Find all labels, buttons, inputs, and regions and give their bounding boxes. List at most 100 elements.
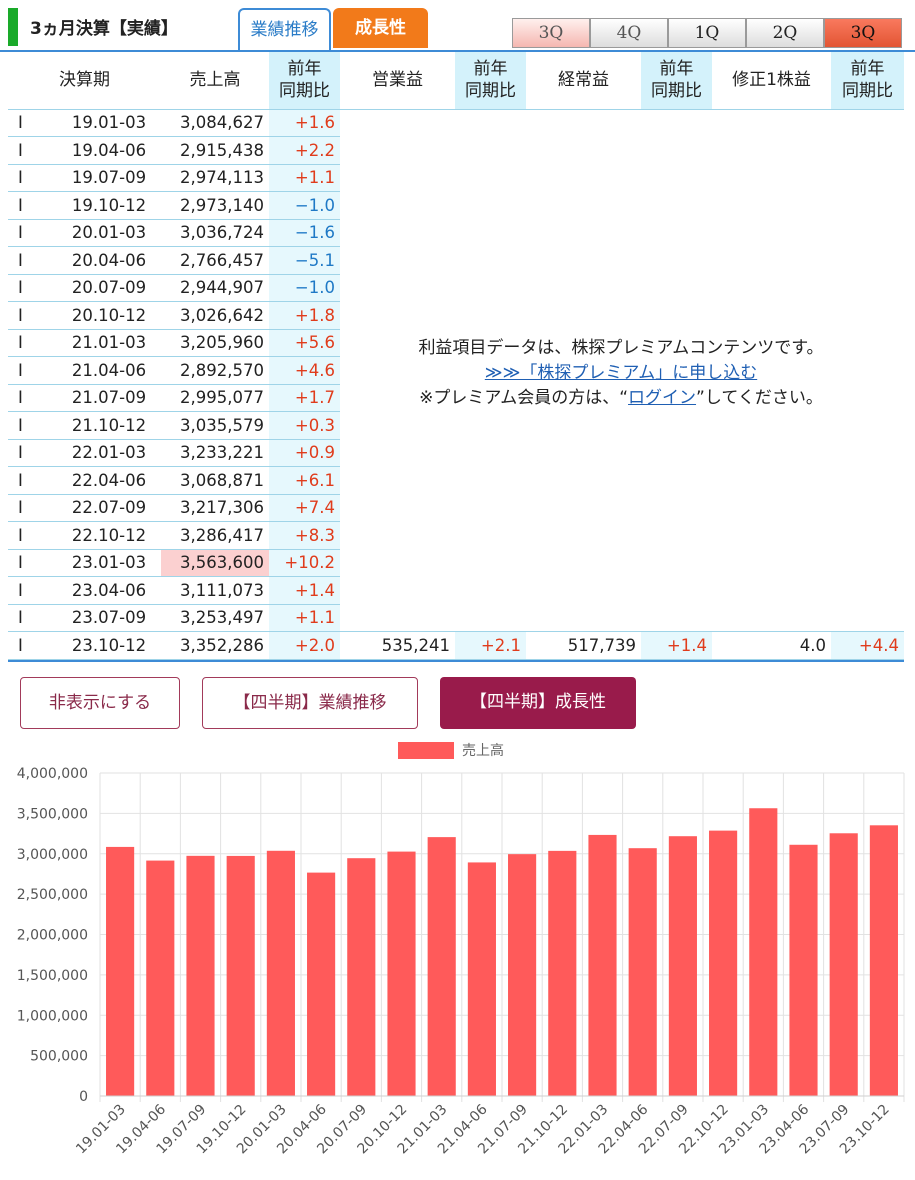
table-row: I 23.07-09 3,253,497 +1.1 bbox=[8, 604, 904, 632]
header-divider bbox=[0, 50, 915, 52]
row-sales: 3,352,286 bbox=[161, 631, 269, 660]
row-sales: 3,563,600 bbox=[161, 549, 269, 577]
table-row: I 22.10-12 3,286,417 +8.3 bbox=[8, 521, 904, 550]
row-flag: I bbox=[8, 549, 57, 577]
y-tick-label: 500,000 bbox=[30, 1049, 88, 1065]
row-sales-yoy: +1.8 bbox=[269, 301, 340, 330]
quarter-tab-2q[interactable]: 2Q bbox=[746, 18, 824, 48]
bar bbox=[146, 860, 175, 1096]
table-row: I 19.04-06 2,915,438 +2.2 bbox=[8, 136, 904, 165]
header-eps-yoy: 前年 同期比 bbox=[831, 52, 904, 110]
row-sales: 2,995,077 bbox=[161, 384, 269, 412]
hide-button[interactable]: 非表示にする bbox=[20, 677, 180, 729]
title-accent-bar bbox=[8, 8, 18, 46]
row-sales-yoy: −1.0 bbox=[269, 191, 340, 220]
row-flag: I bbox=[8, 439, 57, 467]
row-flag: I bbox=[8, 136, 57, 165]
row-operating-profit: 535,241 bbox=[340, 631, 455, 660]
table-row: I 19.01-03 3,084,627 +1.6 bbox=[8, 109, 904, 632]
premium-notice: 利益項目データは、株探プレミアムコンテンツです。 ≫≫「株探プレミアム」に申し込… bbox=[345, 336, 897, 411]
quarter-tab-1q[interactable]: 1Q bbox=[668, 18, 746, 48]
table-row: I 20.10-12 3,026,642 +1.8 bbox=[8, 301, 904, 330]
bar bbox=[829, 833, 858, 1096]
chart-legend: 売上高 bbox=[398, 741, 504, 759]
premium-login-line: ※プレミアム会員の方は、“ログイン”してください。 bbox=[419, 388, 823, 408]
row-sales: 3,036,724 bbox=[161, 219, 269, 247]
quarter-tab-3q-active[interactable]: 3Q bbox=[824, 18, 902, 48]
y-tick-label: 2,500,000 bbox=[17, 887, 88, 903]
row-flag: I bbox=[8, 329, 57, 357]
quarterly-performance-button[interactable]: 【四半期】業績推移 bbox=[202, 677, 418, 729]
bar bbox=[548, 850, 577, 1096]
quarter-tab-3q-prev[interactable]: 3Q bbox=[512, 18, 590, 48]
sales-bar-chart: 0 500,000 1,000,000 1,500,000 2,000,000 2,500… bbox=[17, 766, 905, 1157]
row-period: 20.07-09 bbox=[57, 274, 161, 302]
row-sales-yoy: +7.4 bbox=[269, 494, 340, 522]
bar bbox=[869, 825, 898, 1096]
table-row: I 19.07-09 2,974,113 +1.1 bbox=[8, 164, 904, 192]
table-row: I 19.10-12 2,973,140 −1.0 bbox=[8, 191, 904, 220]
row-period: 22.07-09 bbox=[57, 494, 161, 522]
row-period: 22.04-06 bbox=[57, 466, 161, 495]
row-period: 21.01-03 bbox=[57, 329, 161, 357]
earnings-table: 決算期 売上高 前年 同期比 営業益 前年 同期比 経常益 前年 同期比 修正1… bbox=[8, 52, 904, 660]
header-sales-yoy: 前年 同期比 bbox=[269, 52, 340, 110]
table-body: I 19.01-03 3,084,627 +1.6 I 19.04-06 2,915,438… bbox=[8, 109, 904, 660]
row-flag: I bbox=[8, 164, 57, 192]
premium-area bbox=[340, 109, 904, 632]
bar bbox=[427, 837, 456, 1096]
row-sales: 2,944,907 bbox=[161, 274, 269, 302]
table-row: I 20.07-09 2,944,907 −1.0 bbox=[8, 274, 904, 302]
row-period: 22.01-03 bbox=[57, 439, 161, 467]
table-bottom-divider bbox=[8, 660, 904, 662]
row-sales: 3,205,960 bbox=[161, 329, 269, 357]
row-flag: I bbox=[8, 576, 57, 605]
row-flag: I bbox=[8, 521, 57, 550]
row-eps: 4.0 bbox=[712, 631, 831, 660]
header-eps: 修正1株益 bbox=[712, 52, 831, 110]
quarterly-growth-button[interactable]: 【四半期】成長性 bbox=[440, 677, 636, 729]
table-row: I 20.01-03 3,036,724 −1.6 bbox=[8, 219, 904, 247]
bar bbox=[307, 872, 336, 1096]
row-sales-yoy: +8.3 bbox=[269, 521, 340, 550]
row-flag: I bbox=[8, 109, 57, 137]
header-period: 決算期 bbox=[8, 52, 161, 110]
row-flag: I bbox=[8, 191, 57, 220]
row-sales: 3,253,497 bbox=[161, 604, 269, 632]
row-flag: I bbox=[8, 604, 57, 632]
table-row: I 20.04-06 2,766,457 −5.1 bbox=[8, 246, 904, 275]
row-sales: 3,026,642 bbox=[161, 301, 269, 330]
row-sales: 3,068,871 bbox=[161, 466, 269, 495]
row-flag: I bbox=[8, 411, 57, 440]
header-operating-yoy: 前年 同期比 bbox=[455, 52, 526, 110]
y-tick-label: 0 bbox=[79, 1089, 88, 1105]
row-flag: I bbox=[8, 356, 57, 385]
row-period: 19.07-09 bbox=[57, 164, 161, 192]
bar bbox=[467, 862, 496, 1096]
bar bbox=[628, 848, 657, 1096]
table-row: I 23.01-03 3,563,600 +10.2 bbox=[8, 549, 904, 577]
y-tick-label: 1,500,000 bbox=[17, 968, 88, 984]
login-link[interactable]: ログイン bbox=[628, 388, 697, 408]
quarter-tab-4q[interactable]: 4Q bbox=[590, 18, 668, 48]
bar bbox=[709, 830, 738, 1096]
premium-signup-link[interactable]: ≫≫「株探プレミアム」に申し込む bbox=[484, 363, 758, 383]
premium-message: 利益項目データは、株探プレミアムコンテンツです。 bbox=[418, 338, 824, 358]
row-sales-yoy: −5.1 bbox=[269, 246, 340, 275]
row-flag: I bbox=[8, 494, 57, 522]
row-sales: 3,084,627 bbox=[161, 109, 269, 137]
tab-growth[interactable]: 成長性 bbox=[333, 8, 428, 48]
bar bbox=[387, 851, 416, 1096]
legend-swatch bbox=[398, 741, 454, 759]
y-tick-label: 1,000,000 bbox=[17, 1008, 88, 1024]
row-flag: I bbox=[8, 631, 57, 660]
row-flag: I bbox=[8, 274, 57, 302]
tab-performance[interactable]: 業績推移 bbox=[238, 8, 331, 52]
table-row: I 21.10-12 3,035,579 +0.3 bbox=[8, 411, 904, 440]
row-sales-yoy: +1.4 bbox=[269, 576, 340, 605]
row-sales: 2,973,140 bbox=[161, 191, 269, 220]
bar bbox=[749, 808, 778, 1096]
row-period: 19.04-06 bbox=[57, 136, 161, 165]
y-tick-label: 3,500,000 bbox=[17, 806, 88, 822]
bar bbox=[106, 846, 135, 1096]
